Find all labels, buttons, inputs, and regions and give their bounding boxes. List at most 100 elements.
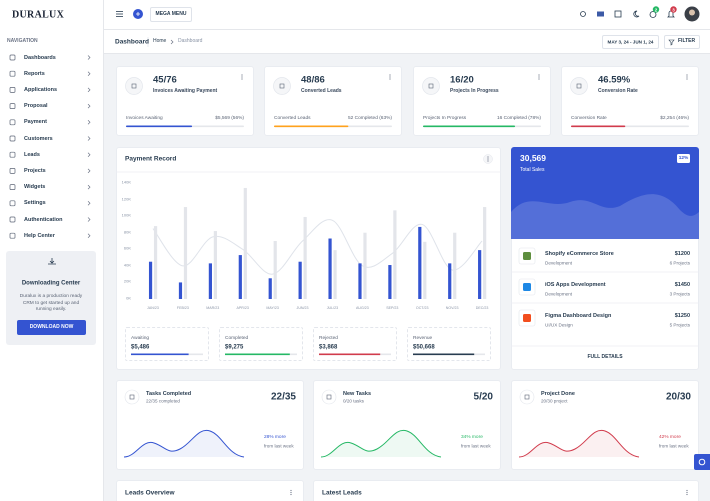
item-name[interactable]: iOS Apps Development: [545, 281, 606, 288]
nav-icon: [9, 216, 16, 223]
x-tick-label: JAN/23: [147, 305, 159, 310]
item-amount: $1450: [674, 281, 690, 288]
nav-item[interactable]: Leads: [24, 151, 40, 158]
timer-icon[interactable]: [649, 11, 657, 18]
fullscreen-icon[interactable]: [614, 10, 622, 18]
item-name[interactable]: Figma Dashboard Design: [545, 312, 612, 319]
bar: [358, 263, 362, 299]
stat-footer-label: Projects In Progress: [423, 116, 467, 122]
more-dot: [389, 78, 391, 80]
dark-mode-icon[interactable]: [633, 10, 640, 18]
filter-button[interactable]: [664, 35, 700, 49]
mega-menu-button[interactable]: [150, 7, 192, 22]
nav-section: NAVIGATION: [7, 38, 38, 45]
item-category: UI/UX Design: [545, 322, 573, 328]
stat-card: [561, 66, 699, 136]
y-tick-label: 80K: [123, 229, 131, 235]
bar: [298, 261, 302, 299]
summary-box: [219, 327, 303, 361]
nav-item[interactable]: Proposal: [24, 102, 48, 109]
item-projects: 3 Projects: [669, 291, 690, 297]
full-details-link[interactable]: FULL DETAILS: [587, 353, 623, 360]
task-note: from last week: [461, 443, 491, 449]
nav-icon: [9, 135, 16, 142]
card-title: Payment Record: [125, 155, 177, 163]
task-icon: [519, 389, 535, 405]
download-text: Duralux is a production ready CRM to get…: [19, 293, 83, 313]
x-tick-label: JUN/23: [296, 305, 309, 310]
bar: [243, 187, 247, 299]
breadcrumb-home[interactable]: Home: [153, 38, 167, 45]
nav-item[interactable]: Payment: [24, 119, 47, 126]
logo: DURALUX: [12, 9, 65, 21]
bar: [418, 226, 422, 299]
task-subtitle: 0/20 tasks: [343, 398, 364, 404]
y-tick-label: 40K: [123, 262, 131, 268]
more-dot: [686, 76, 688, 78]
more-dot: [686, 491, 688, 494]
task-note: from last week: [264, 443, 294, 449]
nav-item[interactable]: Projects: [24, 167, 46, 174]
filter-label: FILTER: [678, 38, 696, 45]
nav-item[interactable]: Widgets: [24, 183, 46, 190]
summary-value: $5,486: [131, 344, 150, 351]
date-range: MAY 3, 24 - JUN 1, 24: [607, 39, 654, 45]
settings-button[interactable]: [694, 454, 710, 470]
chevron: [170, 39, 174, 45]
add-icon: [136, 12, 140, 16]
trend-line: [152, 219, 483, 275]
x-tick-label: OCT/23: [415, 305, 429, 310]
nav-item[interactable]: Customers: [24, 135, 53, 142]
task-change: 28% more: [264, 435, 286, 441]
date-range-button[interactable]: [602, 35, 659, 49]
nav-item[interactable]: Authentication: [24, 216, 63, 223]
stat-value: 45/76: [153, 74, 177, 86]
download-button[interactable]: [17, 320, 86, 335]
summary-label: Completed: [225, 336, 249, 342]
nav-icon: [9, 87, 16, 93]
nav-item[interactable]: Applications: [24, 86, 58, 93]
more-dot: [686, 493, 688, 496]
summary-box: [407, 327, 491, 361]
chevron: [87, 201, 91, 206]
chevron: [87, 120, 91, 125]
task-title: Tasks Completed: [146, 390, 192, 397]
task-card: [511, 380, 699, 470]
task-value: 20/30: [665, 391, 691, 403]
bar: [268, 278, 272, 299]
summary-value: $9,275: [225, 344, 244, 351]
task-value: 5/20: [473, 391, 493, 403]
item-name[interactable]: Shopify eCommerce Store: [545, 250, 614, 257]
bar: [148, 261, 153, 299]
progress-bar: [571, 125, 626, 128]
y-tick-label: 120K: [121, 196, 131, 202]
bar: [238, 255, 242, 299]
nav-item[interactable]: Help Center: [24, 232, 55, 239]
progress-bar: [126, 125, 193, 128]
stat-icon-glyph: [428, 83, 434, 89]
item-category: Development: [545, 260, 573, 266]
nav-icon: [9, 200, 16, 207]
search-icon[interactable]: [580, 11, 586, 17]
more-dot: [686, 74, 688, 76]
card-title: Leads Overview: [125, 488, 175, 496]
chevron: [87, 71, 91, 76]
progress-bar: [413, 353, 475, 356]
latest-leads-card: [313, 480, 699, 501]
bar: [153, 226, 158, 299]
badge-count: 2: [654, 6, 658, 12]
nav-icon: [9, 70, 16, 77]
nav-item[interactable]: Settings: [24, 200, 46, 207]
more-dot: [241, 76, 243, 78]
more-dot: [487, 156, 489, 158]
task-card: [116, 380, 304, 470]
task-wave-fill: [321, 430, 441, 457]
total-sales-header: [511, 147, 699, 239]
chevron: [87, 217, 91, 222]
nav-item[interactable]: Dashboards: [24, 54, 56, 61]
nav-item[interactable]: Reports: [24, 70, 45, 77]
stat-card: [264, 66, 402, 136]
flag-icon[interactable]: [597, 11, 604, 17]
summary-label: Awaiting: [131, 336, 150, 342]
